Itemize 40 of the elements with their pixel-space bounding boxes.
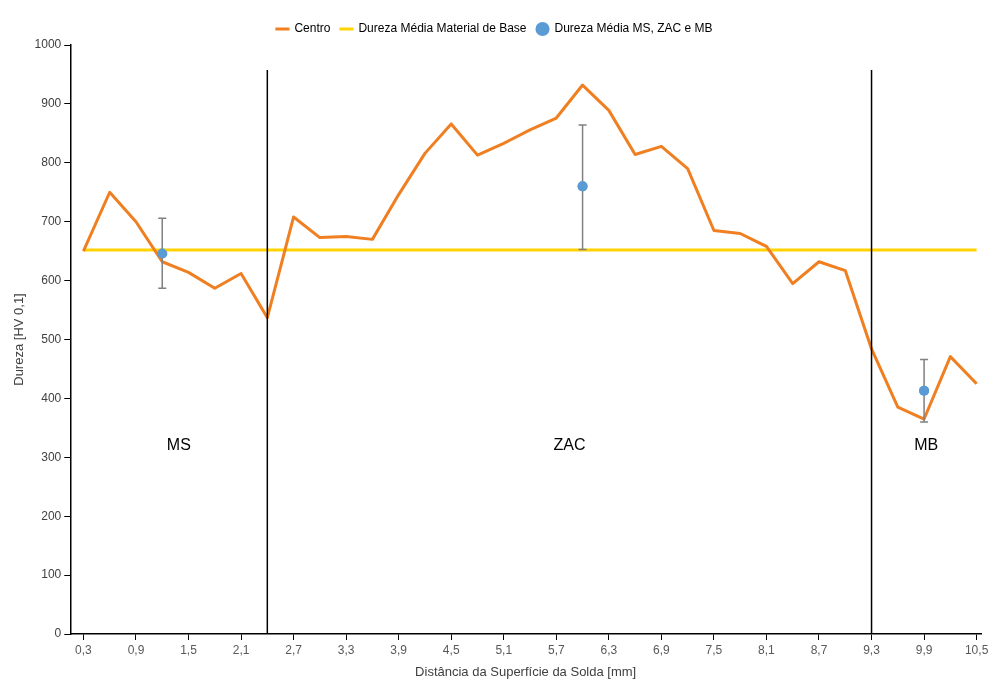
x-tick-label: 6,3 <box>600 642 618 657</box>
y-tick-label: 100 <box>41 567 62 582</box>
y-tick-label: 0 <box>54 626 62 641</box>
x-tick-label: 8,7 <box>810 642 828 657</box>
x-tick-label: 3,9 <box>390 642 408 657</box>
annotation: MS <box>166 435 191 453</box>
legend-label: Centro <box>294 21 331 36</box>
x-tick-label: 2,7 <box>285 642 303 657</box>
annotation: MB <box>914 435 939 453</box>
point <box>577 181 588 192</box>
x-tick-label: 3,3 <box>337 642 355 657</box>
y-tick-label: 400 <box>41 390 62 405</box>
y-tick-label: 600 <box>41 272 62 287</box>
x-tick-label: 7,5 <box>705 642 723 657</box>
x-tick-label: 9,9 <box>915 642 933 657</box>
y-tick-label: 1000 <box>34 37 62 52</box>
x-tick-label: 10,5 <box>964 642 989 657</box>
y-tick-label: 200 <box>41 508 62 523</box>
x-tick-label: 6,9 <box>653 642 671 657</box>
y-tick-label: 800 <box>41 155 62 170</box>
x-tick-label: 8,1 <box>758 642 776 657</box>
x-tick-label: 5,1 <box>495 642 513 657</box>
x-tick-label: 5,7 <box>547 642 565 657</box>
y-tick-label: 700 <box>41 214 62 229</box>
x-tick-label: 2,1 <box>232 642 250 657</box>
legend-label: Dureza Média MS, ZAC e MB <box>554 21 713 36</box>
legend-label: Dureza Média Material de Base <box>358 21 527 36</box>
x-tick-label: 0,9 <box>127 642 145 657</box>
annotation: ZAC <box>553 435 586 453</box>
x-tick-label: 4,5 <box>442 642 460 657</box>
x-tick-label: 1,5 <box>180 642 198 657</box>
y-tick-label: 500 <box>41 331 62 346</box>
point <box>157 248 168 259</box>
y-tick-label: 300 <box>41 449 62 464</box>
y-axis-title: Dureza [HV 0,1] <box>11 293 27 386</box>
x-tick-label: 0,3 <box>75 642 93 657</box>
x-tick-label: 9,3 <box>863 642 881 657</box>
y-tick-label: 900 <box>41 96 62 111</box>
point <box>919 385 930 396</box>
x-axis-title: Distância da Superfície da Solda [mm] <box>415 663 637 679</box>
